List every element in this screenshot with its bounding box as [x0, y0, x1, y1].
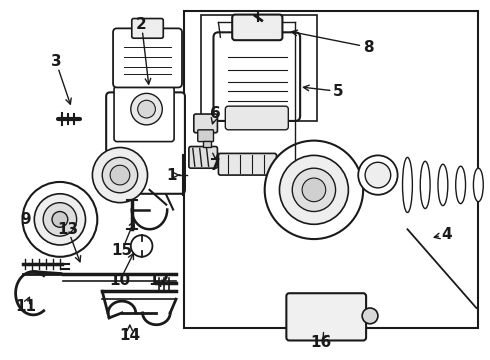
Circle shape [52, 212, 68, 227]
Text: 2: 2 [136, 17, 147, 32]
Bar [201, 15, 317, 121]
Circle shape [131, 235, 152, 257]
Circle shape [265, 141, 363, 239]
Bar [203, 141, 211, 147]
Text: 3: 3 [50, 54, 61, 69]
Circle shape [110, 165, 130, 185]
FancyBboxPatch shape [106, 93, 185, 194]
Text: 14: 14 [119, 328, 140, 343]
Ellipse shape [473, 168, 483, 202]
FancyBboxPatch shape [113, 28, 182, 87]
Circle shape [131, 93, 162, 125]
Ellipse shape [420, 161, 430, 208]
Text: 5: 5 [333, 84, 344, 99]
Circle shape [43, 203, 76, 236]
Text: 15: 15 [111, 243, 132, 258]
Text: 8: 8 [363, 40, 373, 55]
Circle shape [362, 308, 378, 324]
Ellipse shape [438, 164, 448, 206]
Ellipse shape [456, 166, 466, 204]
FancyBboxPatch shape [214, 32, 300, 121]
Text: 16: 16 [310, 335, 331, 350]
Text: 7: 7 [210, 158, 221, 173]
FancyBboxPatch shape [132, 18, 163, 38]
FancyBboxPatch shape [286, 293, 366, 341]
Circle shape [138, 100, 155, 118]
Text: 10: 10 [109, 273, 130, 288]
Text: 12: 12 [149, 273, 170, 288]
FancyBboxPatch shape [114, 86, 174, 141]
Text: 11: 11 [15, 298, 36, 314]
Circle shape [292, 168, 336, 212]
FancyBboxPatch shape [225, 106, 288, 130]
Text: 4: 4 [441, 227, 452, 242]
Circle shape [102, 157, 138, 193]
Text: 6: 6 [210, 105, 221, 121]
Circle shape [23, 182, 98, 257]
FancyBboxPatch shape [232, 15, 282, 40]
Circle shape [302, 178, 326, 202]
Ellipse shape [402, 157, 413, 212]
Circle shape [34, 194, 85, 245]
Bar [184, 11, 478, 328]
FancyBboxPatch shape [198, 130, 214, 141]
Circle shape [93, 148, 147, 203]
FancyBboxPatch shape [189, 147, 218, 168]
Circle shape [365, 162, 391, 188]
Circle shape [279, 156, 348, 224]
Text: 9: 9 [20, 212, 31, 227]
Text: 13: 13 [57, 222, 78, 237]
FancyBboxPatch shape [219, 153, 276, 175]
FancyBboxPatch shape [194, 114, 218, 133]
Circle shape [358, 156, 397, 195]
Text: 1: 1 [166, 167, 176, 183]
